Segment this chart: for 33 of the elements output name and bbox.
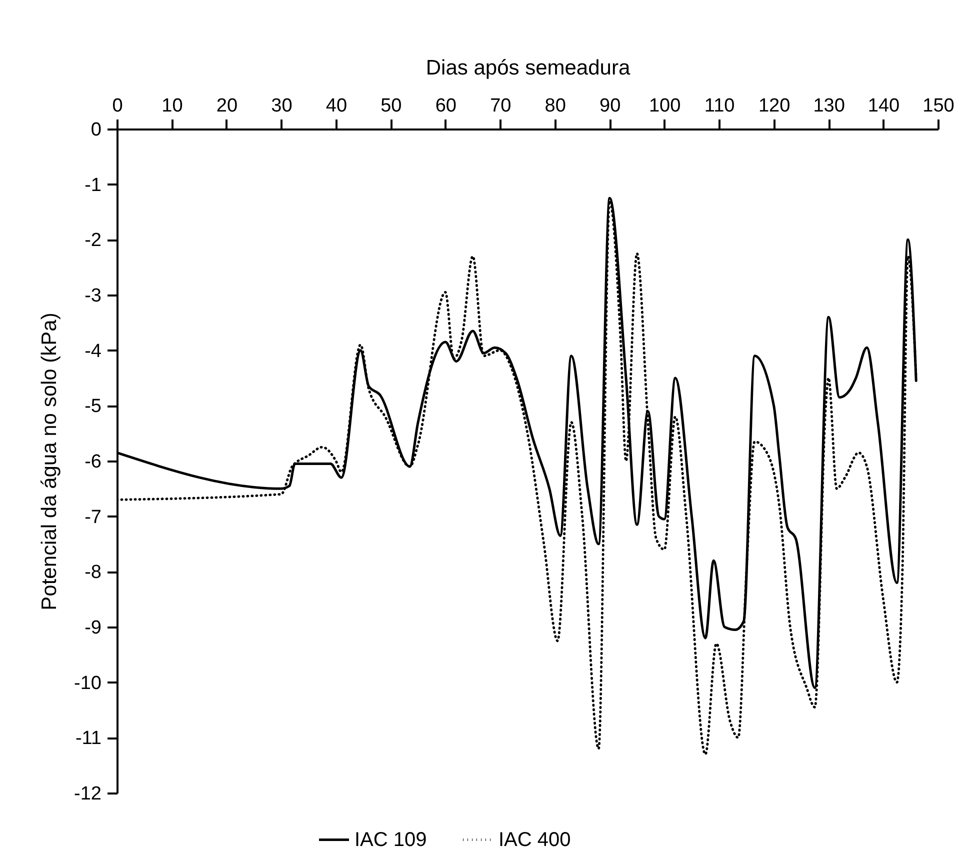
y-tick-label: -5: [84, 396, 102, 418]
x-tick-label: 80: [544, 96, 566, 116]
y-axis-title: Potencial da água no solo (kPa): [38, 312, 62, 610]
x-tick-label: 140: [868, 96, 900, 116]
x-tick-label: 0: [112, 96, 123, 116]
x-tick-label: 60: [435, 96, 456, 116]
legend-label: IAC 400: [498, 828, 571, 851]
y-tick-label: -9: [84, 618, 102, 638]
y-tick-label: -8: [84, 562, 102, 584]
x-tick-label: 120: [758, 96, 790, 116]
x-tick-label: 40: [326, 96, 348, 116]
x-tick-label: 30: [271, 96, 292, 116]
y-tick-label: -12: [74, 784, 102, 804]
y-tick-label: 0: [90, 120, 102, 140]
x-axis-title: Dias após semeadura: [426, 56, 630, 80]
x-tick-label: 90: [600, 96, 621, 116]
y-tick-label: -6: [84, 452, 102, 472]
y-tick-label: -7: [84, 506, 102, 528]
x-tick-label: 10: [162, 96, 183, 116]
y-tick-label: -3: [84, 286, 102, 306]
x-tick-label: 130: [813, 96, 845, 116]
legend-label: IAC 109: [354, 828, 427, 851]
y-tick-label: -4: [84, 340, 102, 362]
x-tick-label: 20: [216, 96, 238, 116]
x-tick-label: 100: [648, 96, 681, 116]
x-tick-label: 150: [922, 96, 954, 116]
y-tick-label: -1: [84, 174, 102, 196]
y-tick-label: -11: [75, 728, 102, 750]
x-tick-label: 70: [490, 96, 512, 116]
y-tick-label: -10: [74, 672, 102, 694]
x-tick-label: 110: [704, 96, 735, 116]
x-tick-label: 50: [380, 96, 402, 116]
y-tick-label: -2: [84, 230, 102, 252]
